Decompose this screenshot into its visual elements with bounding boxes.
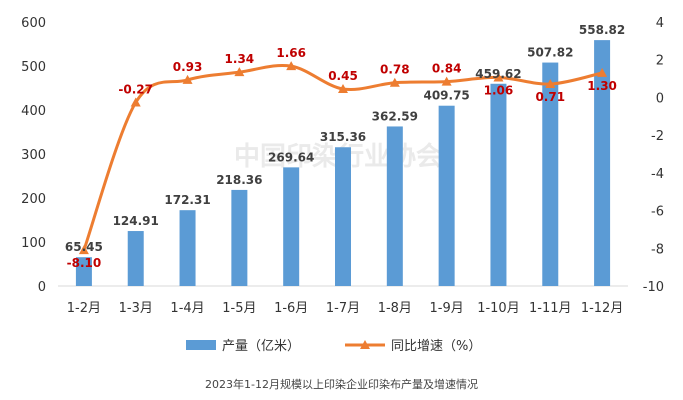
line-value-label: 1.66 — [276, 46, 306, 60]
bar — [283, 167, 300, 286]
bar — [179, 210, 196, 286]
bar-value-label: 459.62 — [475, 67, 521, 81]
line-point-marker — [234, 67, 245, 77]
y-right-tick-label: -10 — [643, 280, 664, 295]
y-left-tick-label: 100 — [21, 236, 46, 251]
x-tick-label: 1-10月 — [477, 301, 520, 316]
y-right-tick-label: 4 — [656, 16, 664, 31]
bar — [231, 189, 248, 286]
line-point-marker — [493, 72, 504, 82]
x-tick-label: 1-4月 — [170, 301, 204, 316]
line-point-marker — [597, 67, 608, 77]
y-right-tick-label: 0 — [656, 91, 664, 106]
line-point-marker — [286, 61, 297, 71]
legend-line-label: 同比增速（%） — [391, 339, 481, 354]
bar-value-label: 65.45 — [65, 240, 103, 254]
bar-value-label: 124.91 — [113, 214, 159, 228]
y-right-axis: -10 -8 -6 -4 -2 0 2 4 — [643, 16, 664, 295]
line-value-label: 0.71 — [535, 90, 565, 104]
y-right-tick-label: -6 — [651, 205, 664, 220]
bar-value-label: 269.64 — [268, 150, 314, 164]
y-left-tick-label: 300 — [21, 148, 46, 163]
y-left-tick-label: 600 — [21, 16, 46, 31]
legend-bar-swatch — [186, 340, 216, 350]
line-value-label: -0.27 — [118, 83, 153, 97]
line-value-label: -8.10 — [67, 256, 102, 270]
bar — [438, 105, 455, 287]
y-left-axis: 0 100 200 300 400 500 600 — [21, 16, 46, 295]
y-left-tick-label: 0 — [38, 280, 46, 295]
bar-value-label: 172.31 — [164, 193, 210, 207]
x-tick-label: 1-6月 — [274, 301, 308, 316]
y-right-tick-label: -8 — [651, 242, 664, 257]
y-left-tick-label: 500 — [21, 60, 46, 75]
bar-series — [75, 40, 611, 287]
line-point-marker — [78, 245, 89, 255]
line-point-marker — [182, 74, 193, 84]
line-value-label: 1.30 — [587, 79, 617, 93]
bar — [75, 257, 92, 286]
line-data-labels: -8.10 -0.27 0.93 1.34 1.66 0.45 0.78 0.84 1.06 0.… — [67, 46, 617, 270]
y-right-tick-label: -2 — [651, 129, 664, 144]
legend: 产量（亿米） 同比增速（%） — [186, 339, 481, 354]
line-series — [78, 61, 608, 255]
bar-value-label: 507.82 — [527, 46, 573, 60]
y-right-tick-label: 2 — [656, 54, 664, 69]
line-point-marker — [130, 97, 141, 107]
line-point-marker — [338, 83, 348, 93]
bar — [335, 147, 351, 286]
bar — [594, 40, 611, 286]
x-tick-label: 1-7月 — [326, 301, 360, 316]
line-value-label: 0.93 — [173, 60, 203, 74]
legend-bar-label: 产量（亿米） — [222, 339, 300, 354]
x-tick-label: 1-3月 — [119, 301, 153, 316]
bar-value-label: 315.36 — [320, 130, 366, 144]
x-tick-label: 1-2月 — [67, 301, 101, 316]
x-tick-label: 1-12月 — [581, 301, 624, 316]
y-right-tick-label: -4 — [651, 167, 664, 182]
bar-value-label: 218.36 — [216, 173, 262, 187]
y-left-tick-label: 200 — [21, 192, 46, 207]
line-point-marker — [545, 79, 556, 89]
line-path — [82, 63, 603, 251]
bar — [127, 231, 144, 286]
bar-value-label: 409.75 — [423, 89, 469, 103]
bar — [542, 62, 559, 286]
line-value-label: 0.45 — [328, 69, 358, 83]
line-value-label: 0.84 — [432, 62, 462, 76]
bar-data-labels: 65.45 124.91 172.31 218.36 269.64 315.36 362.5… — [65, 23, 625, 254]
bar-value-label: 362.59 — [372, 109, 418, 123]
bar-value-label: 558.82 — [579, 23, 625, 37]
line-point-marker — [389, 77, 400, 87]
line-value-label: 1.06 — [484, 83, 514, 97]
bar — [490, 83, 507, 286]
x-tick-label: 1-11月 — [529, 301, 572, 316]
line-value-label: 0.78 — [380, 63, 410, 77]
legend-line-marker — [360, 340, 370, 349]
x-tick-label: 1-5月 — [222, 301, 256, 316]
bar — [386, 126, 403, 286]
line-value-label: 1.34 — [225, 52, 255, 66]
x-tick-label: 1-9月 — [430, 301, 464, 316]
line-point-marker — [441, 76, 452, 86]
chart-caption: 2023年1-12月规模以上印染企业印染布产量及增速情况 — [205, 378, 478, 391]
y-left-tick-label: 400 — [21, 104, 46, 119]
x-tick-label: 1-8月 — [378, 301, 412, 316]
x-axis: 1-2月 1-3月 1-4月 1-5月 1-6月 1-7月 1-8月 1-9月 1-10月 1-1… — [67, 301, 624, 316]
